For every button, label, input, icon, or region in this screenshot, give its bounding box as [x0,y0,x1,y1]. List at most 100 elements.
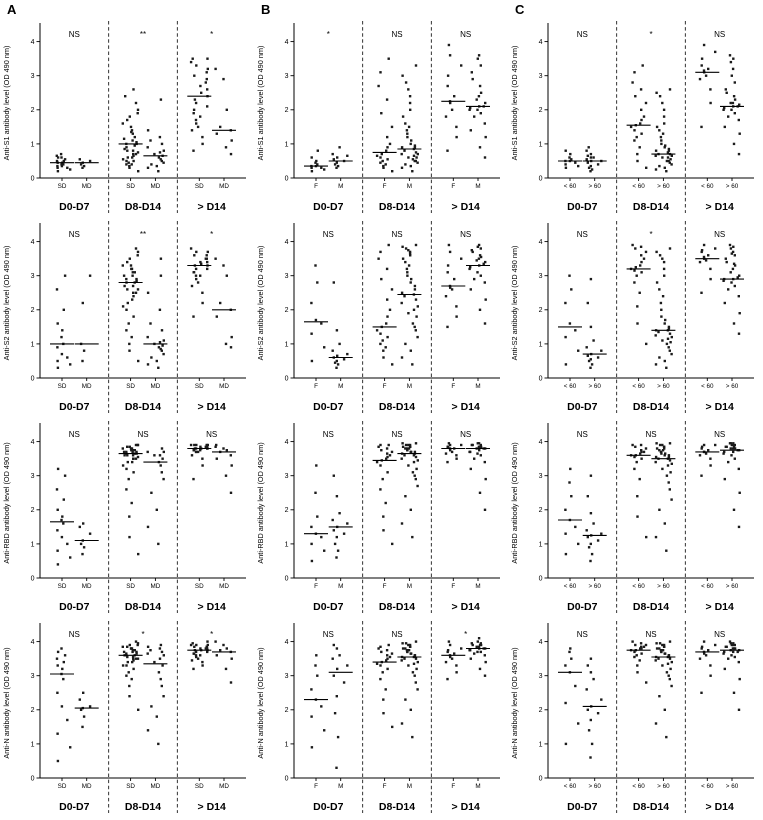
data-point [577,542,580,546]
data-point [733,254,736,257]
data-point [586,664,589,667]
data-point [476,57,479,60]
data-point [385,457,388,460]
data-point [665,735,668,739]
group-label: > 60 [588,583,601,590]
data-point [483,281,486,284]
data-point [724,88,727,91]
data-point [590,363,594,366]
data-point [730,74,733,77]
data-point [379,250,382,254]
data-point [413,674,416,677]
data-point [700,64,703,67]
data-point [388,454,392,457]
data-point [162,654,165,657]
data-point [379,645,382,648]
y-tick-label: 0 [31,575,35,582]
data-point [479,64,482,67]
significance-label: NS [460,430,471,439]
data-point [473,277,476,281]
data-point [700,57,704,60]
data-point [382,529,385,532]
data-point [589,756,592,759]
data-point [411,322,415,325]
data-point [411,535,414,539]
data-point [645,342,648,346]
group-label: F [451,583,455,590]
data-point [670,660,673,664]
data-point [668,88,672,91]
data-point [222,643,225,647]
data-point [633,281,636,284]
data-point [661,156,664,159]
data-point [455,305,458,308]
data-point [196,657,200,660]
data-point [158,454,162,457]
data-point [225,647,228,650]
data-point [59,152,63,156]
data-point [660,142,663,146]
y-tick-label: 2 [285,507,289,514]
data-point [639,264,642,267]
group-label: > 60 [657,383,670,390]
y-axis-label: Anti-S2 antibody level (OD 490 nm) [2,246,11,361]
data-point [150,491,153,494]
data-point [479,112,482,115]
data-point [633,467,636,471]
data-point [206,267,209,271]
data-point [385,649,389,652]
data-point [379,677,382,681]
data-point [199,449,202,452]
data-point [336,164,340,168]
data-point [320,322,323,325]
data-point [401,647,405,650]
significance-label: NS [206,430,217,439]
data-point [391,363,394,366]
data-point [390,125,394,129]
data-point [665,342,669,346]
y-tick-label: 4 [31,639,35,646]
data-point [121,122,124,125]
y-tick-label: 1 [31,341,35,348]
y-tick-label: 4 [539,639,543,646]
data-point [634,247,637,250]
data-point [219,649,222,652]
data-point [130,267,134,271]
data-point [379,488,382,491]
data-point [478,667,482,671]
data-point [131,460,134,464]
data-point [413,450,417,454]
data-point [155,715,158,718]
data-point [193,98,197,101]
data-point [61,329,64,332]
data-point [411,471,415,474]
data-point [663,122,666,125]
data-point [722,452,725,455]
data-point [704,259,708,262]
data-point [477,442,481,445]
data-point [663,708,666,711]
data-point [153,152,156,156]
data-point [146,166,150,169]
data-point [81,725,84,729]
data-point [666,337,670,340]
data-point [635,460,638,464]
data-point [61,515,64,518]
data-point [130,129,134,132]
data-point [702,443,706,447]
data-point [380,449,383,452]
data-point [129,447,133,450]
data-point [82,522,85,525]
data-point [79,542,83,546]
data-point [193,645,196,648]
data-point [206,650,209,654]
data-point [455,664,458,667]
data-point [658,443,662,447]
data-point [335,495,339,498]
data-point [446,149,449,152]
data-point [568,650,571,654]
data-point [589,164,592,168]
data-point [159,347,162,351]
significance-label: ** [140,30,146,39]
data-point [471,643,474,647]
